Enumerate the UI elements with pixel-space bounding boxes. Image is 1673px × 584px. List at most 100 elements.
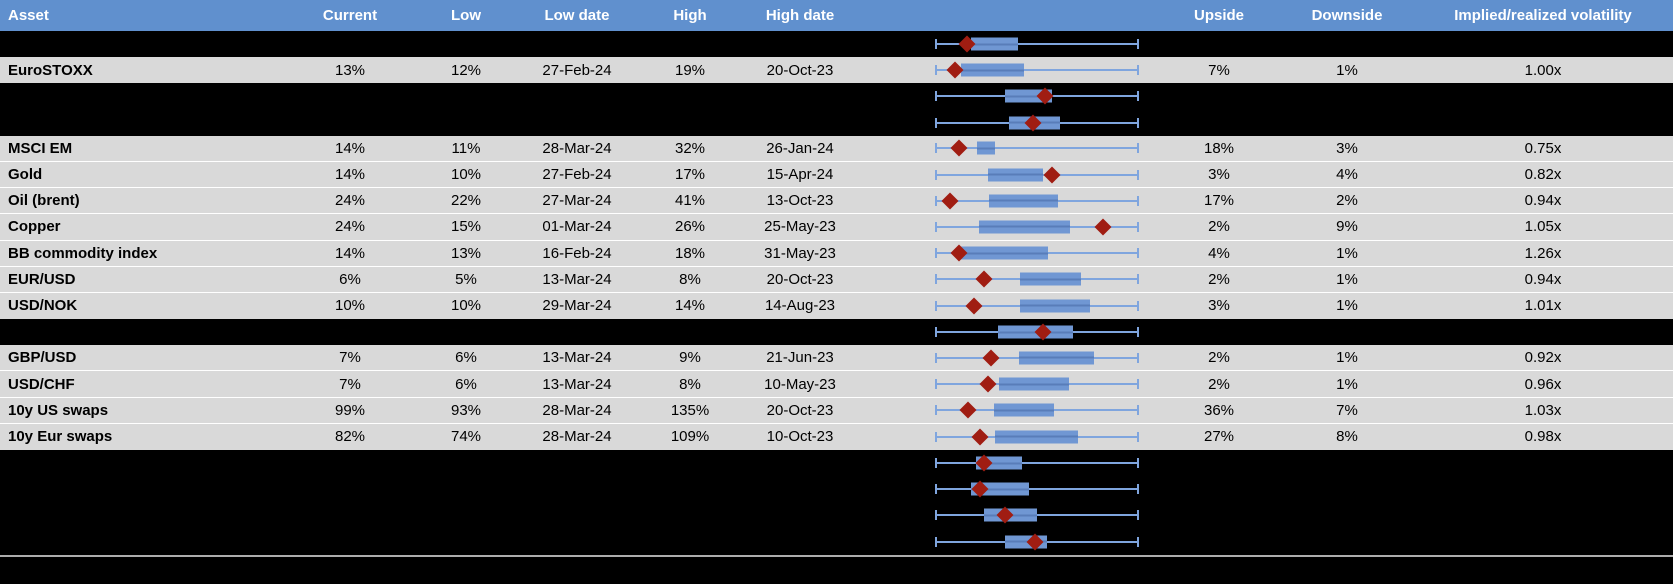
upside-cell: 18% (1203, 139, 1235, 157)
asset-cell (0, 476, 292, 502)
header-cell-high-date: High date (765, 7, 835, 24)
downside-cell: 2% (1336, 192, 1358, 210)
low-cell (408, 450, 524, 476)
current-cell: 13% (334, 61, 366, 79)
asset-cell: 10y US swaps (8, 401, 109, 419)
asset-cell: EUR/USD (8, 270, 76, 288)
high-cell (630, 31, 750, 57)
asset-cell (0, 319, 292, 345)
whisker-cap-left (934, 65, 937, 76)
volatility-cell: 0.82x (1524, 166, 1562, 184)
whisker-cap-left (934, 117, 937, 128)
whisker-cap-right (1136, 117, 1139, 128)
range-chart-cell (850, 450, 1160, 476)
current-cell: 14% (334, 139, 366, 157)
whisker-cap-left (934, 484, 937, 495)
current-cell: 7% (339, 375, 361, 393)
low-cell: 15% (450, 218, 482, 236)
low-date-cell: 28-Mar-24 (542, 401, 612, 419)
low-cell (408, 529, 524, 555)
whisker-cap-left (934, 39, 937, 50)
current-cell (292, 319, 408, 345)
whisker-cap-right (1136, 274, 1139, 285)
low-date-cell (524, 83, 630, 109)
upside-cell: 2% (1208, 270, 1230, 288)
whisker-cap-right (1136, 458, 1139, 469)
whisker-cap-right (1136, 484, 1139, 495)
volatility-cell: 0.75x (1524, 139, 1562, 157)
high-date-cell: 20-Oct-23 (766, 401, 834, 419)
current-diamond-marker (982, 349, 1000, 367)
high-date-cell (750, 502, 850, 528)
range-boxplot (934, 83, 1139, 109)
current-diamond-marker (979, 375, 996, 393)
range-boxplot (934, 529, 1139, 555)
whisker-line (934, 69, 1139, 72)
whisker-cap-right (1136, 221, 1139, 232)
low-date-cell: 01-Mar-24 (542, 218, 612, 236)
whisker-line (934, 462, 1139, 465)
current-diamond-marker (1043, 166, 1061, 184)
current-diamond-marker (950, 139, 968, 157)
spacer-row (0, 502, 1673, 529)
high-cell: 32% (674, 139, 706, 157)
high-cell: 135% (670, 401, 710, 419)
range-chart-cell (850, 31, 1160, 57)
downside-cell: 9% (1336, 218, 1358, 236)
whisker-cap-left (934, 274, 937, 285)
whisker-cap-left (934, 510, 937, 521)
high-date-cell (750, 110, 850, 136)
range-chart-cell (850, 162, 1160, 187)
iqr-box (998, 377, 1069, 391)
whisker-cap-left (934, 379, 937, 390)
upside-cell: 36% (1203, 401, 1235, 419)
volatility-cell: 1.00x (1524, 61, 1562, 79)
low-date-cell (524, 529, 630, 555)
current-cell: 14% (334, 166, 366, 184)
downside-cell: 8% (1336, 428, 1358, 446)
header-row: Asset Current Low Low date High High dat… (0, 0, 1673, 31)
low-date-cell: 16-Feb-24 (542, 244, 612, 262)
asset-cell (0, 110, 292, 136)
whisker-cap-right (1136, 39, 1139, 50)
low-cell (408, 31, 524, 57)
upside-cell (1160, 476, 1278, 502)
low-cell (408, 502, 524, 528)
table-row: Gold 14% 10% 27-Feb-24 17% 15-Apr-24 3% 4% 0.82x (0, 161, 1673, 189)
iqr-box (1018, 351, 1095, 365)
range-chart-cell (850, 83, 1160, 109)
low-date-cell (524, 502, 630, 528)
spacer-row (0, 109, 1673, 136)
range-chart-cell (850, 424, 1160, 450)
low-date-cell: 27-Feb-24 (542, 166, 612, 184)
low-cell: 10% (450, 166, 482, 184)
iqr-box (994, 430, 1078, 444)
volatility-cell: 0.94x (1524, 270, 1562, 288)
upside-cell: 7% (1208, 61, 1230, 79)
range-chart-cell (850, 398, 1160, 423)
low-date-cell (524, 110, 630, 136)
table-row: BB commodity index 14% 13% 16-Feb-24 18% 31-M… (0, 240, 1673, 267)
whisker-cap-right (1136, 405, 1139, 416)
downside-cell: 3% (1336, 139, 1358, 157)
range-chart-cell (850, 136, 1160, 161)
low-cell (408, 83, 524, 109)
high-cell (630, 83, 750, 109)
current-diamond-marker (1094, 218, 1112, 236)
current-cell: 10% (334, 297, 366, 315)
range-chart-cell (850, 293, 1160, 319)
upside-cell (1160, 110, 1278, 136)
iqr-box (1019, 299, 1090, 313)
downside-cell (1278, 83, 1416, 109)
high-date-cell: 25-May-23 (764, 218, 836, 236)
header-cell-chart (850, 0, 1160, 31)
range-boxplot (934, 267, 1139, 292)
low-cell (408, 110, 524, 136)
high-cell (630, 502, 750, 528)
iqr-box (971, 37, 1019, 51)
low-cell: 13% (450, 244, 482, 262)
low-cell: 6% (455, 375, 477, 393)
header-cell-volatility: Implied/realized volatility (1454, 7, 1632, 24)
volatility-cell (1416, 319, 1670, 345)
downside-cell: 4% (1336, 166, 1358, 184)
